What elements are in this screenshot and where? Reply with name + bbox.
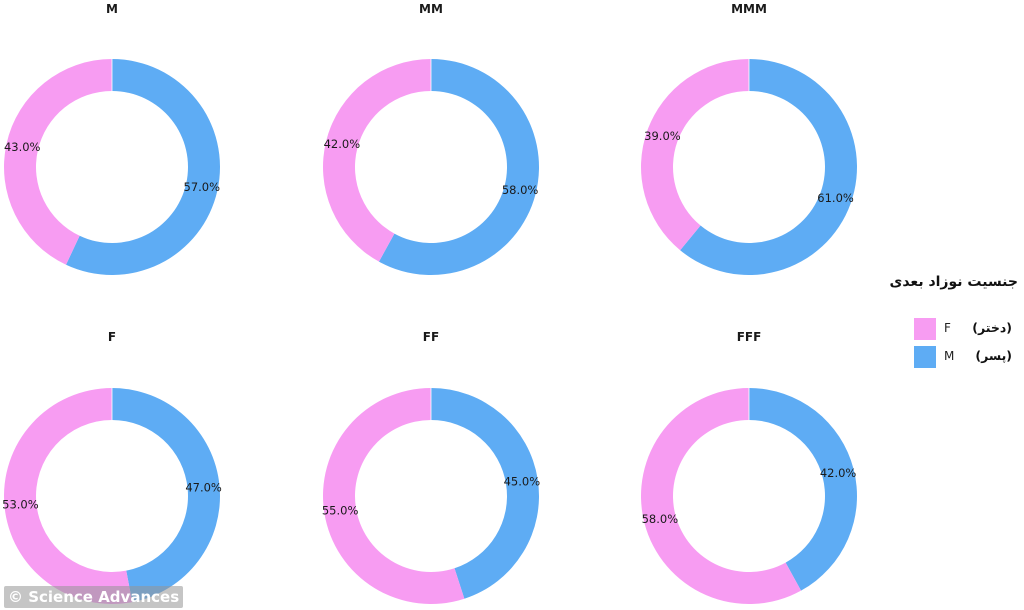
slice-label-f: 43.0%: [4, 140, 41, 154]
donut-slice-f: [4, 59, 113, 265]
chart-title: MMM: [731, 2, 767, 16]
donut-chart-ff: FF 45.0% 55.0%: [322, 330, 541, 605]
donut-chart-f: F 47.0% 53.0%: [2, 330, 222, 604]
donut-slice-m: [749, 388, 857, 591]
slice-label-m: 42.0%: [820, 466, 857, 480]
slice-label-f: 39.0%: [644, 129, 681, 143]
slice-label-m: 58.0%: [502, 183, 539, 197]
chart-title: M: [106, 2, 118, 16]
chart-title: MM: [419, 2, 443, 16]
slice-label-m: 61.0%: [817, 191, 854, 205]
slice-label-m: 57.0%: [184, 180, 221, 194]
slice-label-f: 42.0%: [324, 137, 361, 151]
legend: جنسیت نوزاد بعدی F (دختر) M (پسر): [890, 274, 1022, 384]
donut-slice-m: [680, 59, 857, 275]
donut-chart-mmm: MMM 61.0% 39.0%: [640, 2, 857, 275]
chart-title: FFF: [737, 330, 762, 344]
donut-slice-f: [323, 388, 465, 605]
watermark: © Science Advances: [4, 586, 184, 608]
slice-label-m: 47.0%: [185, 480, 222, 494]
legend-code-female: F: [944, 321, 951, 335]
slice-label-f: 58.0%: [642, 512, 679, 526]
legend-label-female: (دختر): [972, 320, 1012, 335]
donut-slice-m: [378, 59, 540, 275]
donut-slice-m: [112, 388, 221, 603]
chart-title: F: [108, 330, 116, 344]
chart-title: FF: [423, 330, 439, 344]
donut-slice-f: [4, 388, 133, 604]
legend-label-male: (پسر): [975, 348, 1012, 363]
legend-swatch-male: [914, 346, 936, 368]
donut-slice-f: [323, 59, 431, 262]
donut-slice-f: [641, 388, 802, 605]
legend-item-male: M (پسر): [914, 346, 1022, 370]
donut-chart-mm: MM 58.0% 42.0%: [323, 2, 540, 275]
legend-title: جنسیت نوزاد بعدی: [889, 274, 1019, 290]
donut-slice-f: [640, 59, 749, 251]
slice-label-f: 53.0%: [2, 498, 39, 512]
legend-item-female: F (دختر): [914, 318, 1022, 342]
donut-slice-m: [66, 59, 221, 276]
slice-label-m: 45.0%: [504, 475, 541, 489]
donut-chart-fff: FFF 42.0% 58.0%: [641, 330, 857, 605]
donut-slice-m: [431, 388, 539, 599]
legend-code-male: M: [944, 349, 955, 363]
donut-chart-m: M 57.0% 43.0%: [4, 2, 221, 276]
slice-label-f: 55.0%: [322, 503, 359, 517]
legend-swatch-female: [914, 318, 936, 340]
